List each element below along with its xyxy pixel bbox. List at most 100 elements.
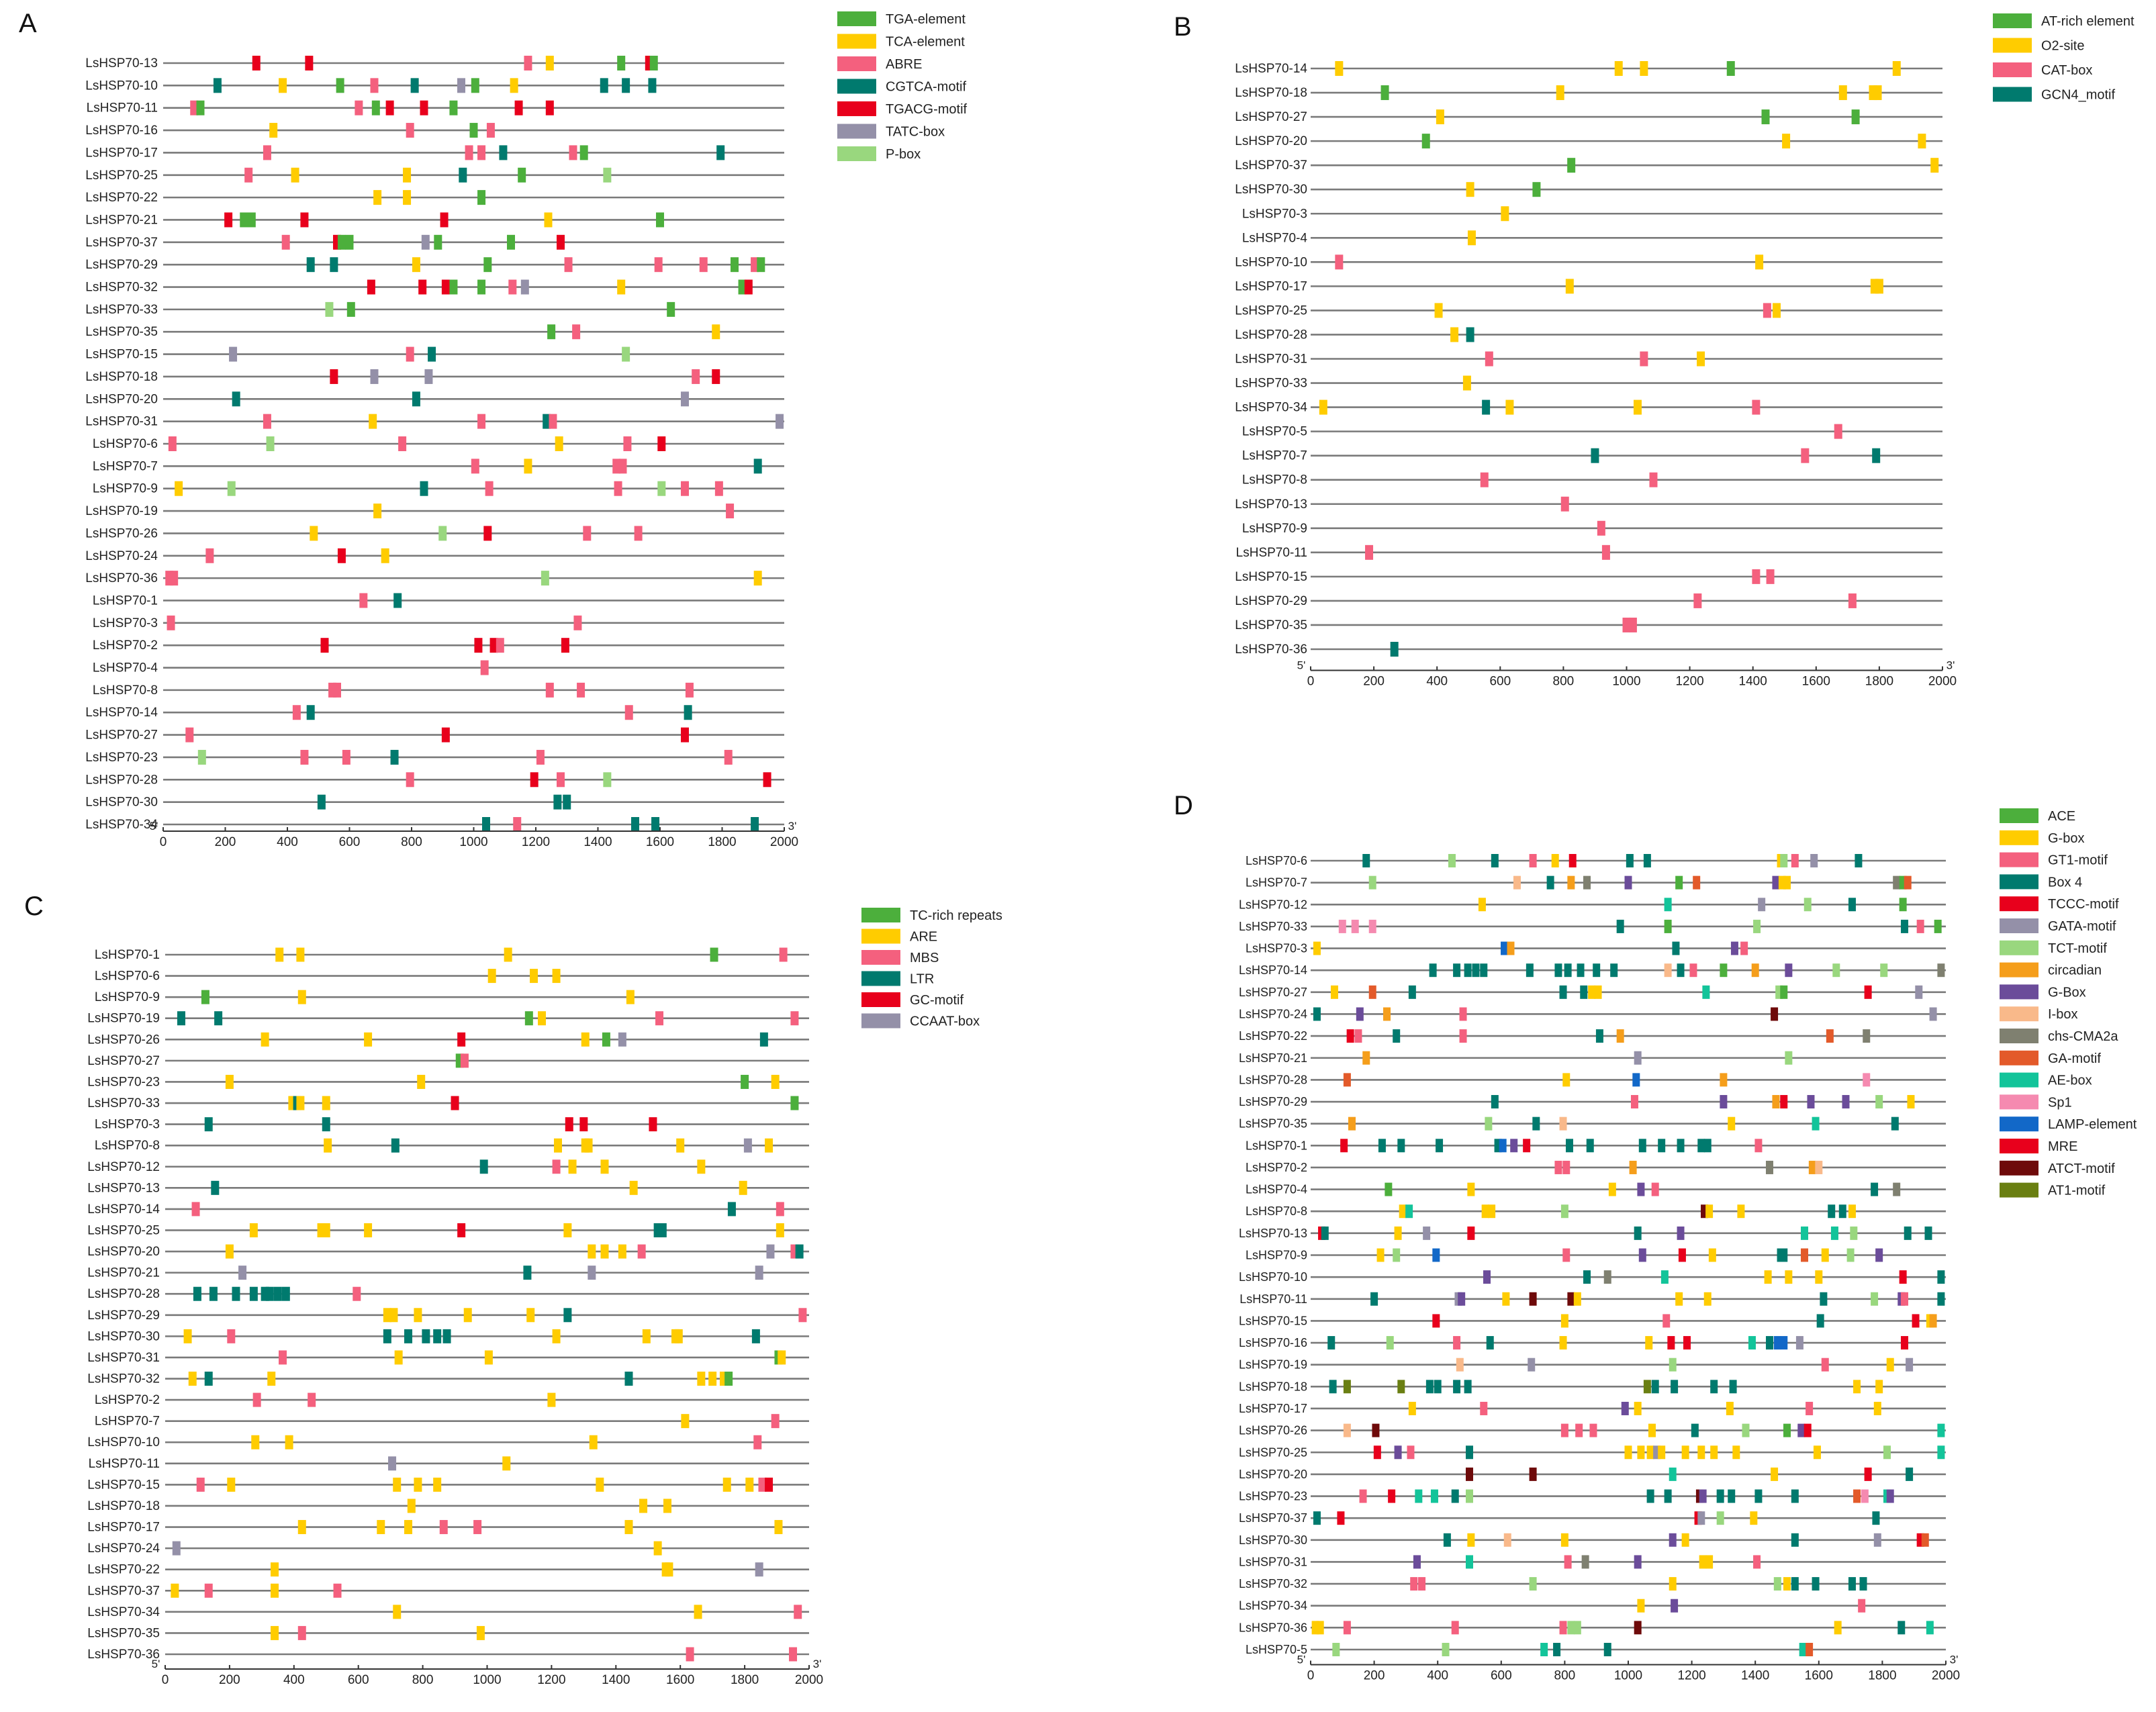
element-mark-ccaat-box (766, 1244, 775, 1259)
gene-label: LsHSP70-17 (85, 146, 158, 160)
element-mark-tga-element (518, 167, 526, 183)
element-mark-are (665, 1562, 673, 1577)
element-mark-at-rich-element (1421, 134, 1430, 149)
element-mark-tgacg-motif (474, 638, 483, 653)
element-mark-box-4 (1610, 963, 1618, 978)
gene-row: LsHSP70-12 (87, 1159, 809, 1174)
gene-row: LsHSP70-29 (1239, 1095, 1946, 1109)
x-tick-label: 400 (277, 835, 298, 849)
element-mark-g-box (1376, 1248, 1385, 1262)
element-mark-cat-box (1597, 520, 1605, 536)
element-mark-gt1-motif (1554, 1160, 1562, 1174)
element-mark-ltr (273, 1286, 282, 1301)
element-mark-tatc-box (229, 346, 238, 362)
gene-label: LsHSP70-35 (1235, 618, 1307, 632)
element-mark-gc-motif (457, 1223, 466, 1237)
element-mark-abre (524, 56, 532, 70)
gene-label: LsHSP70-34 (85, 818, 158, 832)
element-mark-tgacg-motif (561, 638, 569, 653)
legend-swatch (861, 950, 900, 965)
element-mark-g-box (1834, 1621, 1842, 1635)
element-mark-circadian (1720, 1073, 1728, 1087)
element-mark-are (433, 1477, 442, 1492)
element-mark-are (739, 1180, 747, 1195)
element-mark-g-box (1481, 1204, 1489, 1219)
element-mark-are (681, 1414, 690, 1429)
element-mark-cat-box (1848, 593, 1857, 608)
element-mark-abre (480, 660, 489, 675)
element-mark-g-box (1797, 1423, 1806, 1437)
element-mark-gt1-motif (1560, 1423, 1568, 1437)
element-mark-g-box (1764, 1270, 1772, 1284)
element-mark-are (642, 1329, 651, 1343)
element-mark-box-4 (1904, 1226, 1912, 1240)
element-mark-tga-element (649, 56, 658, 70)
element-mark-are (568, 1159, 577, 1174)
element-mark-are (774, 1520, 783, 1535)
element-mark-abre (355, 100, 363, 115)
legend: TC-rich repeats ARE MBS LTR GC-motif CCAAT-bo… (861, 908, 1002, 1029)
element-mark-ltr (759, 1032, 768, 1047)
element-mark-o2-site (1755, 254, 1764, 270)
element-mark-g-box (1699, 1555, 1707, 1569)
element-mark-gc-motif (649, 1117, 657, 1132)
element-mark-at1-motif (1343, 1380, 1351, 1394)
element-mark-circadian (1383, 1007, 1391, 1021)
element-mark-are (261, 1032, 269, 1047)
gene-row: LsHSP70-7 (1242, 448, 1942, 463)
element-mark-abre (185, 727, 194, 743)
element-mark-g-box (1737, 1204, 1745, 1219)
element-mark-gt1-motif (1410, 1577, 1418, 1591)
element-mark-box-4 (1791, 1489, 1799, 1503)
element-mark-box-4 (1580, 985, 1588, 999)
gene-row: LsHSP70-29 (85, 257, 784, 273)
element-mark-mbs (771, 1414, 780, 1429)
x-tick-label: 2000 (1928, 675, 1957, 689)
gene-row: LsHSP70-30 (1235, 182, 1942, 197)
element-mark-are (581, 1032, 590, 1047)
element-mark-abre (496, 638, 504, 653)
element-mark-abre (685, 682, 694, 698)
gene-label: LsHSP70-5 (1246, 1643, 1307, 1656)
element-mark-o2-site (1565, 279, 1574, 294)
element-mark-mbs (637, 1244, 646, 1259)
gene-label: LsHSP70-27 (87, 1054, 160, 1068)
x-tick-label: 200 (215, 835, 236, 849)
element-mark-are (596, 1477, 604, 1492)
element-mark-are (417, 1074, 426, 1089)
element-mark-box-4 (1638, 1139, 1646, 1153)
element-mark-tca-element (544, 212, 553, 228)
element-mark-i-box (1456, 1358, 1464, 1372)
element-mark-abre (536, 749, 545, 765)
element-mark-g-box (1681, 1533, 1689, 1547)
element-mark-gt1-motif (1343, 1621, 1351, 1635)
element-mark-are (771, 1074, 780, 1089)
x-tick-label: 800 (412, 1673, 434, 1687)
element-mark-box-4 (1464, 1380, 1472, 1394)
element-mark-tga-element (667, 301, 675, 317)
element-mark-box-4 (1754, 1489, 1763, 1503)
gene-row: LsHSP70-20 (87, 1244, 809, 1259)
element-mark-tca-element (403, 190, 412, 205)
element-mark-chs-cma2a (1583, 875, 1591, 890)
gene-row: LsHSP70-25 (1235, 303, 1942, 318)
element-mark-ae-box (1660, 1270, 1669, 1284)
element-mark-gt1-motif (1529, 854, 1537, 867)
element-mark-tatc-box (681, 391, 689, 407)
gene-label: LsHSP70-36 (87, 1648, 160, 1662)
element-mark-are (694, 1605, 702, 1619)
legend-label: ABRE (886, 57, 922, 72)
element-mark-gt1-motif (1689, 963, 1697, 978)
element-mark-cat-box (1763, 303, 1771, 318)
element-mark-sp1 (1861, 1489, 1869, 1503)
element-mark-tca-element (279, 78, 287, 93)
gene-row: LsHSP70-17 (1235, 279, 1942, 294)
gene-row: LsHSP70-35 (1235, 617, 1942, 632)
element-mark-g-box (1783, 875, 1791, 890)
element-mark-mbs (308, 1392, 316, 1407)
element-mark-box-4 (1429, 963, 1437, 978)
element-mark-are (663, 1499, 672, 1513)
element-mark-box-4 (1859, 1577, 1867, 1591)
element-mark-are (297, 1520, 306, 1535)
gene-label: LsHSP70-24 (85, 549, 158, 563)
